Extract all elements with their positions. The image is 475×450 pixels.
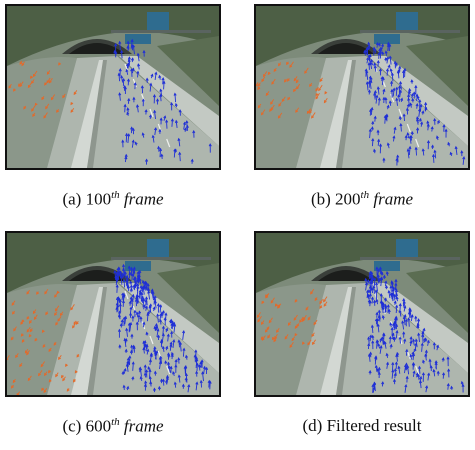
frame-panel-d	[254, 231, 470, 397]
caption-a-word: frame	[123, 189, 164, 209]
frame-panel-b	[254, 4, 470, 170]
caption-a-sup: th	[111, 189, 120, 201]
caption-a-tag: (a)	[62, 189, 82, 209]
caption-c: (c) 600th frame	[5, 416, 221, 437]
traffic-scene-d	[256, 233, 468, 395]
caption-b-word: frame	[373, 189, 414, 209]
caption-a: (a) 100th frame	[5, 189, 221, 210]
caption-c-tag: (c)	[62, 416, 82, 436]
caption-c-num: 600	[85, 416, 112, 436]
caption-b-sup: th	[360, 189, 370, 201]
caption-d-tag: (d)	[302, 416, 323, 435]
caption-d-plain: Filtered result	[326, 416, 422, 435]
frame-panel-c	[5, 231, 221, 397]
caption-a-num: 100	[85, 189, 112, 209]
traffic-scene-b	[256, 6, 468, 168]
frame-panel-a	[5, 4, 221, 170]
traffic-scene-c	[7, 233, 219, 395]
caption-b: (b) 200th frame	[254, 189, 470, 210]
caption-b-tag: (b)	[310, 189, 331, 209]
caption-d: (d) Filtered result	[254, 416, 470, 436]
traffic-scene-a	[7, 6, 219, 168]
caption-b-num: 200	[335, 189, 361, 209]
caption-c-sup: th	[111, 416, 120, 428]
caption-c-word: frame	[123, 416, 164, 436]
